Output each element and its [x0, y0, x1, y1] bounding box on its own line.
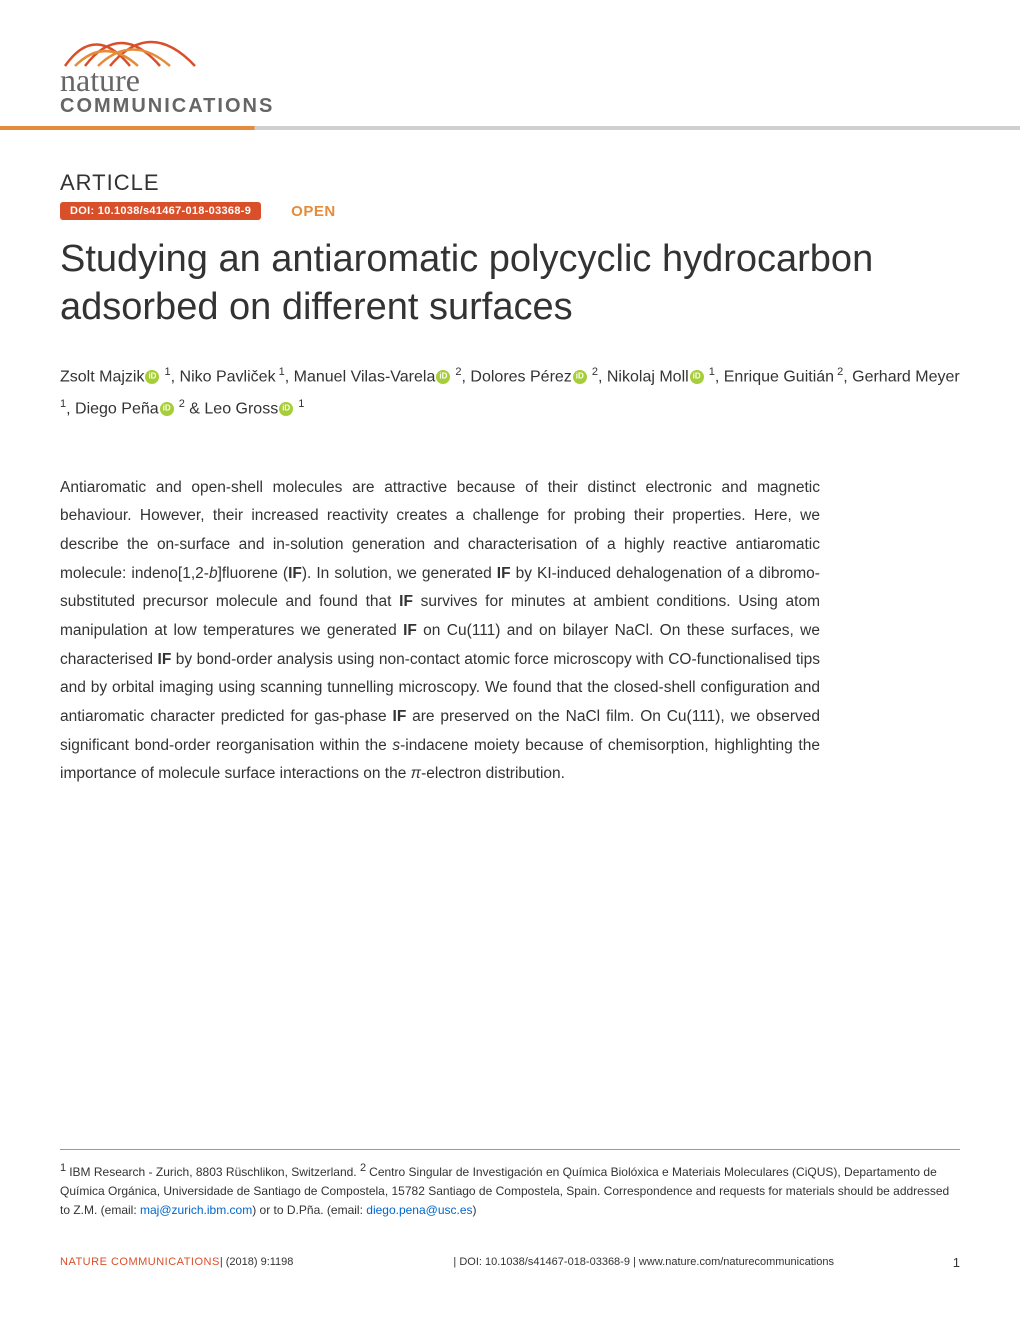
- orcid-icon[interactable]: [573, 370, 587, 384]
- orcid-icon[interactable]: [160, 402, 174, 416]
- author-separator: ,: [66, 401, 75, 418]
- author-name: Gerhard Meyer: [852, 368, 960, 385]
- abstract: Antiaromatic and open-shell molecules ar…: [60, 474, 820, 789]
- abstract-ital: π: [411, 765, 421, 782]
- author-name: Zsolt Majzik: [60, 368, 144, 385]
- footer-citation: | (2018) 9:1198: [220, 1256, 294, 1268]
- page-number: 1: [953, 1255, 960, 1270]
- author-affil-marker: 2: [176, 398, 185, 410]
- orcid-icon[interactable]: [690, 370, 704, 384]
- article-content: ARTICLE DOI: 10.1038/s41467-018-03368-9 …: [0, 130, 1020, 1241]
- logo-text-communications: COMMUNICATIONS: [60, 95, 280, 118]
- abstract-text: -electron distribution.: [421, 765, 565, 782]
- author-name: Diego Peña: [75, 401, 159, 418]
- page-footer: NATURE COMMUNICATIONS | (2018) 9:1198 | …: [0, 1241, 1020, 1290]
- correspondence-email-link[interactable]: maj@zurich.ibm.com: [140, 1203, 252, 1217]
- author-name: Manuel Vilas-Varela: [294, 368, 436, 385]
- author-separator: ,: [171, 368, 180, 385]
- abstract-bold: IF: [288, 565, 302, 582]
- abstract-bold: IF: [393, 708, 407, 725]
- author-separator: ,: [285, 368, 294, 385]
- article-title: Studying an antiaromatic polycyclic hydr…: [60, 236, 960, 331]
- affil-marker: 2: [360, 1162, 369, 1174]
- affil-text: ): [473, 1203, 477, 1217]
- journal-logo: nature COMMUNICATIONS: [60, 18, 280, 118]
- affiliations: 1 IBM Research - Zurich, 8803 Rüschlikon…: [60, 1149, 960, 1221]
- open-access-badge: OPEN: [291, 203, 336, 220]
- doi-row: DOI: 10.1038/s41467-018-03368-9 OPEN: [60, 202, 960, 220]
- orcid-icon[interactable]: [145, 370, 159, 384]
- logo-swoosh-icon: [60, 18, 220, 70]
- abstract-ital: s: [392, 737, 400, 754]
- author-list: Zsolt Majzik 1, Niko Pavliček 1, Manuel …: [60, 361, 960, 426]
- author-affil-marker: 2: [589, 366, 598, 378]
- orcid-icon[interactable]: [436, 370, 450, 384]
- author-affil-marker: 1: [276, 366, 285, 378]
- abstract-bold: IF: [403, 622, 417, 639]
- author-affil-marker: 2: [452, 366, 461, 378]
- author-affil-marker: 1: [161, 366, 170, 378]
- author-separator: &: [185, 401, 205, 418]
- footer-doi: | DOI: 10.1038/s41467-018-03368-9 | www.…: [453, 1256, 834, 1268]
- affil-text: IBM Research - Zurich, 8803 Rüschlikon, …: [69, 1165, 360, 1179]
- abstract-text: ). In solution, we generated: [302, 565, 497, 582]
- author-name: Dolores Pérez: [470, 368, 571, 385]
- author-separator: ,: [598, 368, 607, 385]
- doi-badge[interactable]: DOI: 10.1038/s41467-018-03368-9: [60, 202, 261, 220]
- author-name: Enrique Guitián: [724, 368, 834, 385]
- author-separator: ,: [715, 368, 724, 385]
- footer-journal: NATURE COMMUNICATIONS: [60, 1256, 220, 1268]
- abstract-ital: b: [209, 565, 218, 582]
- author-separator: ,: [843, 368, 852, 385]
- journal-banner: nature COMMUNICATIONS: [0, 0, 1020, 130]
- correspondence-email-link[interactable]: diego.pena@usc.es: [366, 1203, 472, 1217]
- affil-marker: 1: [60, 1162, 69, 1174]
- orcid-icon[interactable]: [279, 402, 293, 416]
- author-affil-marker: 2: [834, 366, 843, 378]
- abstract-bold: IF: [497, 565, 511, 582]
- author-affil-marker: 1: [295, 398, 304, 410]
- author-name: Nikolaj Moll: [607, 368, 689, 385]
- author-affil-marker: 1: [706, 366, 715, 378]
- abstract-bold: IF: [158, 651, 172, 668]
- article-type-label: ARTICLE: [60, 170, 960, 196]
- affil-text: ) or to D.Pña. (email:: [252, 1203, 366, 1217]
- abstract-bold: IF: [399, 593, 413, 610]
- author-name: Niko Pavliček: [180, 368, 276, 385]
- abstract-text: ]fluorene (: [218, 565, 289, 582]
- author-name: Leo Gross: [204, 401, 278, 418]
